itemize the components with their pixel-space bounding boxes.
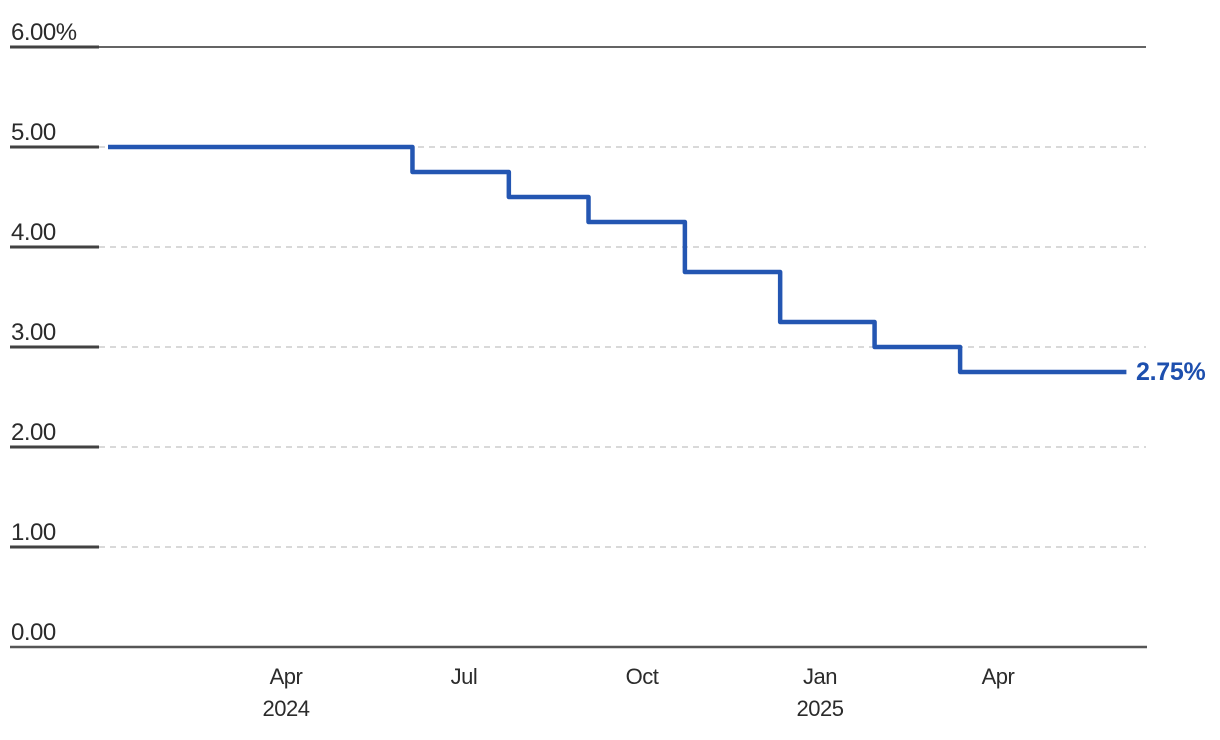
y-tick-label: 0.00 [11,619,56,646]
y-tick-label: 1.00 [11,519,56,546]
x-tick-label: Apr [982,664,1015,689]
y-tick-label: 3.00 [11,319,56,346]
y-tick-label: 4.00 [11,219,56,246]
current-rate-label: 2.75% [1136,358,1206,386]
x-tick-label: Jan [803,664,837,689]
x-tick-year-label: 2024 [263,696,310,721]
x-tick-label: Apr [270,664,303,689]
y-tick-label: 2.00 [11,419,56,446]
y-tick-label: 6.00% [11,19,77,46]
y-tick-label: 5.00 [11,119,56,146]
x-tick-label: Oct [626,664,659,689]
rate-step-line [108,144,1127,375]
x-tick-label: Jul [451,664,478,689]
x-tick-year-label: 2025 [797,696,844,721]
